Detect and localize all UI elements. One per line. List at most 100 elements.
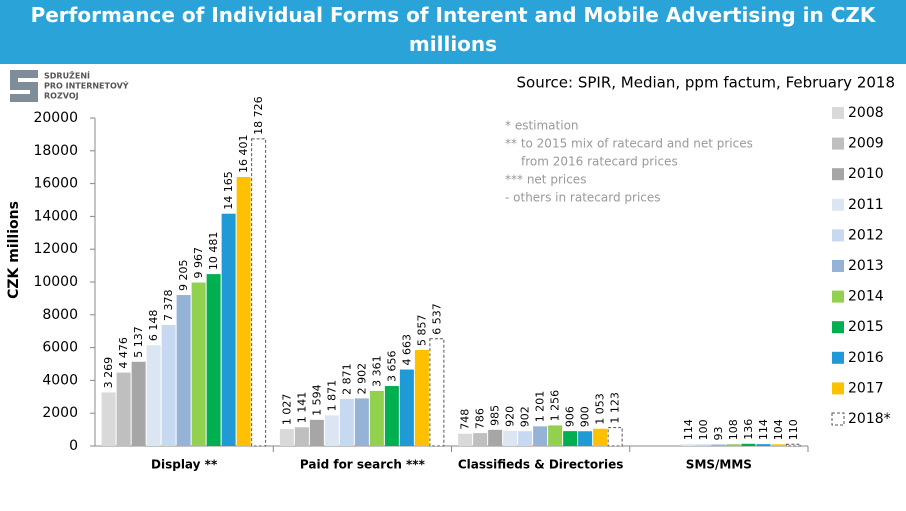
value-label: 2 871 xyxy=(340,363,353,395)
legend-label: 2018* xyxy=(848,411,891,427)
bar xyxy=(429,338,445,447)
bar xyxy=(324,415,339,446)
bar xyxy=(191,282,206,446)
y-tick-label: 16000 xyxy=(33,176,78,192)
value-label: 3 656 xyxy=(385,351,398,383)
bar xyxy=(607,427,623,447)
bar xyxy=(384,386,399,446)
title-line: millions xyxy=(409,32,497,56)
bar xyxy=(741,443,756,446)
value-label: 906 xyxy=(564,406,577,427)
value-label: 3 361 xyxy=(370,355,383,387)
value-label: 6 537 xyxy=(430,303,443,335)
bar xyxy=(548,425,563,446)
x-tick-label: SMS/MMS xyxy=(686,458,752,472)
legend-swatch xyxy=(832,137,844,150)
value-label: 9 967 xyxy=(192,247,205,279)
logo-text: ROZVOJ xyxy=(44,92,79,101)
legend-swatch xyxy=(832,198,844,211)
x-tick-label: Display ** xyxy=(151,458,218,472)
bar xyxy=(101,392,116,446)
value-label: 18 726 xyxy=(252,96,265,135)
value-label: 100 xyxy=(697,419,710,440)
bar xyxy=(756,444,771,446)
value-label: 1 027 xyxy=(280,394,293,426)
value-label: 10 481 xyxy=(207,232,220,271)
bar xyxy=(131,361,146,446)
value-label: 3 269 xyxy=(102,357,115,389)
legend-label: 2010 xyxy=(848,166,884,182)
legend-label: 2016 xyxy=(848,350,884,366)
value-label: 4 476 xyxy=(117,337,130,369)
value-label: 93 xyxy=(712,426,725,440)
value-label: 7 378 xyxy=(162,290,175,322)
bar xyxy=(563,431,578,446)
y-tick-label: 6000 xyxy=(42,340,78,356)
y-tick-label: 0 xyxy=(69,438,78,454)
bar xyxy=(503,430,518,446)
x-tick-label: Classifieds & Directories xyxy=(458,458,624,472)
logo-mark xyxy=(10,70,38,102)
value-label: 1 594 xyxy=(310,384,323,416)
y-tick-label: 2000 xyxy=(42,405,78,421)
bar xyxy=(339,398,354,446)
value-label: 1 053 xyxy=(594,393,607,425)
y-tick-label: 14000 xyxy=(33,208,78,224)
note: from 2016 ratecard prices xyxy=(521,155,678,169)
bar xyxy=(711,444,726,446)
legend-swatch xyxy=(832,168,844,181)
note: *** net prices xyxy=(505,173,586,187)
value-label: 985 xyxy=(489,405,502,426)
value-label: 9 205 xyxy=(177,260,190,292)
value-label: 920 xyxy=(504,406,517,427)
legend-swatch xyxy=(832,321,844,334)
value-label: 14 165 xyxy=(222,171,235,210)
bar xyxy=(399,369,414,446)
legend-label: 2011 xyxy=(848,197,884,213)
y-tick-label: 4000 xyxy=(42,372,78,388)
chart-title: Performance of Individual Forms of Inter… xyxy=(31,3,877,56)
title-line: Performance of Individual Forms of Inter… xyxy=(31,3,877,27)
legend-label: 2013 xyxy=(848,258,884,274)
legend-label: 2015 xyxy=(848,319,884,335)
bar xyxy=(414,349,429,446)
bar xyxy=(116,372,131,446)
y-tick-label: 8000 xyxy=(42,307,78,323)
value-label: 786 xyxy=(474,408,487,429)
value-label: 1 123 xyxy=(609,392,622,424)
legend-label: 2012 xyxy=(848,227,884,243)
logo-text: SDRUŽENÍ xyxy=(44,70,90,81)
bar xyxy=(696,444,711,446)
legend-swatch xyxy=(832,229,844,242)
value-label: 1 256 xyxy=(549,390,562,422)
bar xyxy=(473,433,488,446)
value-label: 5 137 xyxy=(132,326,145,358)
y-tick-label: 12000 xyxy=(33,241,78,257)
title-band xyxy=(0,0,906,64)
legend-swatch xyxy=(832,260,844,272)
bar xyxy=(176,295,191,446)
bar xyxy=(488,429,503,446)
legend-label: 2008 xyxy=(848,105,884,121)
value-label: 114 xyxy=(757,419,770,440)
bar xyxy=(354,398,369,446)
value-label: 4 663 xyxy=(400,334,413,366)
logo-text: PRO INTERNETOVÝ xyxy=(44,80,129,91)
value-label: 2 902 xyxy=(355,363,368,395)
bar xyxy=(771,444,786,446)
value-label: 1 871 xyxy=(325,380,338,412)
legend-label: 2014 xyxy=(848,289,884,305)
bar xyxy=(518,431,533,446)
value-label: 1 141 xyxy=(295,392,308,424)
bar xyxy=(578,431,593,446)
legend-swatch xyxy=(832,382,844,395)
value-label: 114 xyxy=(682,419,695,440)
bar xyxy=(279,429,294,446)
value-label: 110 xyxy=(787,419,800,440)
bar xyxy=(146,345,161,446)
value-label: 900 xyxy=(579,406,592,427)
legend-swatch xyxy=(832,351,844,364)
legend-label: 2017 xyxy=(848,380,884,396)
value-label: 902 xyxy=(519,406,532,427)
y-tick-label: 10000 xyxy=(33,274,78,290)
